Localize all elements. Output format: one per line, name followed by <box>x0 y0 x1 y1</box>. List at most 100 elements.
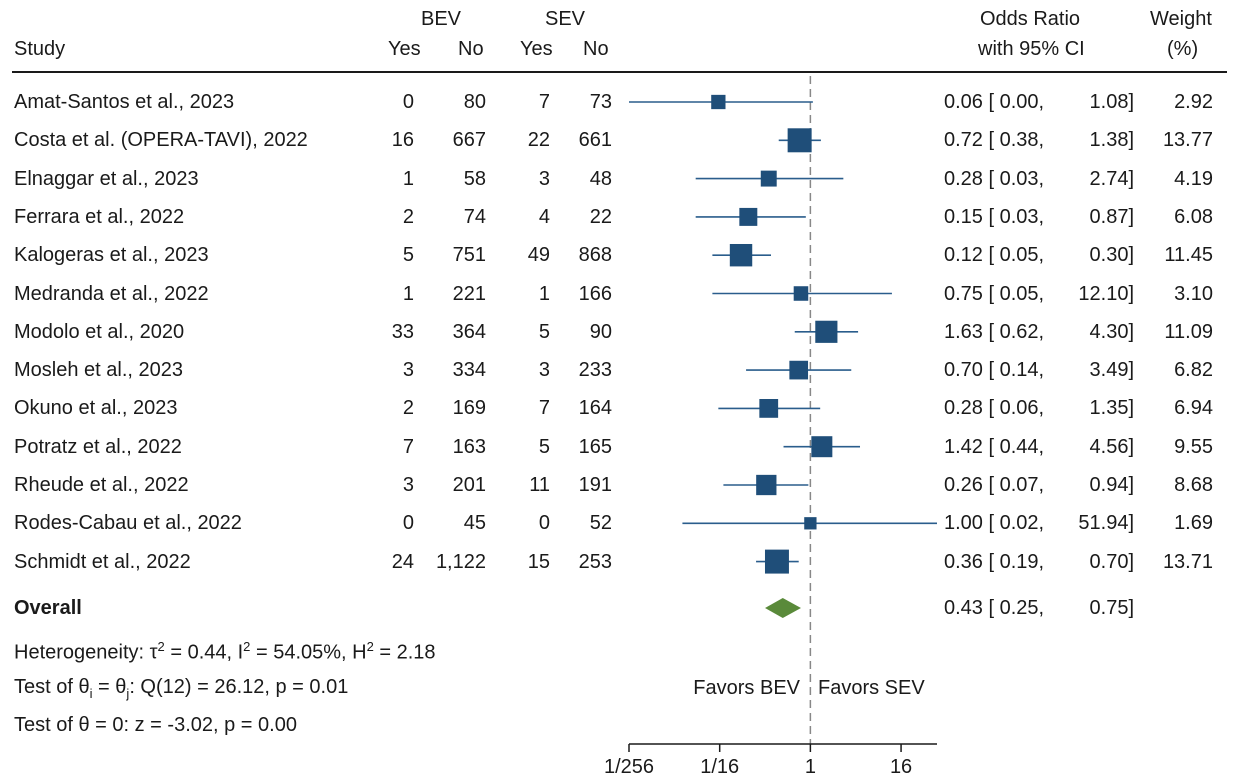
favors-bev-label: Favors BEV <box>693 677 800 699</box>
weight-value: 3.10 <box>1174 283 1213 305</box>
header-bev: BEV <box>421 8 462 30</box>
or-estimate-text: 0.75 [ 0.05, <box>944 283 1045 305</box>
header-sev: SEV <box>545 8 586 30</box>
overall-ci-high: 0.75] <box>1089 597 1134 619</box>
sev-no-count: 191 <box>578 474 612 496</box>
sev-yes-count: 11 <box>529 474 550 496</box>
or-estimate-text: 0.70 [ 0.14, <box>944 359 1045 381</box>
or-estimate-text: 0.06 [ 0.00, <box>944 91 1045 113</box>
study-marker <box>764 549 789 574</box>
study-marker <box>729 243 753 267</box>
or-ci-high-text: 0.87] <box>1089 206 1134 228</box>
study-marker <box>793 286 809 301</box>
x-tick-label: 16 <box>890 756 912 778</box>
study-name: Schmidt et al., 2022 <box>14 551 191 573</box>
bev-yes-count: 16 <box>391 129 414 151</box>
weight-value: 4.19 <box>1174 168 1213 190</box>
bev-no-count: 201 <box>452 474 486 496</box>
or-estimate-text: 1.42 [ 0.44, <box>944 436 1045 458</box>
sev-no-count: 165 <box>578 436 612 458</box>
sev-yes-count: 4 <box>538 206 550 228</box>
study-marker <box>739 207 758 226</box>
x-tick-label: 1/16 <box>700 756 739 778</box>
bev-yes-count: 3 <box>402 474 414 496</box>
bev-yes-count: 2 <box>402 206 414 228</box>
weight-value: 11.45 <box>1164 244 1213 266</box>
study-marker <box>759 399 779 418</box>
or-estimate-text: 0.28 [ 0.03, <box>944 168 1045 190</box>
overall-or-text: 0.43 [ 0.25, <box>944 597 1045 619</box>
bev-no-count: 364 <box>452 321 486 343</box>
study-name: Potratz et al., 2022 <box>14 436 182 458</box>
study-marker <box>789 360 809 380</box>
x-tick-label: 1 <box>805 756 816 778</box>
or-ci-high-text: 1.08] <box>1089 91 1134 113</box>
study-name: Kalogeras et al., 2023 <box>14 244 209 266</box>
or-estimate-text: 0.12 [ 0.05, <box>944 244 1045 266</box>
overall-label: Overall <box>14 597 82 619</box>
study-name: Medranda et al., 2022 <box>14 283 209 305</box>
sev-no-count: 166 <box>578 283 612 305</box>
z-test-text: Test of θ = 0: z = -3.02, p = 0.00 <box>14 714 297 736</box>
weight-value: 13.71 <box>1162 551 1213 573</box>
bev-no-count: 74 <box>463 206 486 228</box>
weight-value: 11.09 <box>1164 321 1213 343</box>
study-marker <box>811 436 833 458</box>
header-weight-line2: (%) <box>1167 38 1199 60</box>
weight-value: 8.68 <box>1174 474 1213 496</box>
sev-no-count: 73 <box>589 91 612 113</box>
study-name: Costa et al. (OPERA-TAVI), 2022 <box>14 129 308 151</box>
sev-no-count: 868 <box>578 244 612 266</box>
sev-yes-count: 15 <box>527 551 550 573</box>
study-name: Rodes-Cabau et al., 2022 <box>14 512 242 534</box>
sev-no-count: 22 <box>589 206 612 228</box>
or-ci-high-text: 0.30] <box>1089 244 1134 266</box>
or-estimate-text: 1.63 [ 0.62, <box>944 321 1045 343</box>
sev-yes-count: 1 <box>538 283 550 305</box>
bev-yes-count: 24 <box>391 551 414 573</box>
header-or-line1: Odds Ratio <box>980 8 1081 30</box>
q-test-text: Test of θi = θj: Q(12) = 26.12, p = 0.01 <box>14 676 349 701</box>
study-marker <box>711 94 726 110</box>
sev-yes-count: 5 <box>538 321 550 343</box>
or-ci-high-text: 0.70] <box>1089 551 1134 573</box>
or-ci-high-text: 0.94] <box>1089 474 1134 496</box>
bev-no-count: 45 <box>463 512 486 534</box>
or-estimate-text: 0.15 [ 0.03, <box>944 206 1045 228</box>
bev-yes-count: 1 <box>402 168 414 190</box>
or-ci-high-text: 1.35] <box>1089 397 1134 419</box>
header-sev-no: No <box>583 38 609 60</box>
sev-no-count: 90 <box>589 321 612 343</box>
or-ci-high-text: 51.94] <box>1078 512 1134 534</box>
bev-yes-count: 7 <box>402 436 414 458</box>
bev-yes-count: 2 <box>402 397 414 419</box>
bev-no-count: 751 <box>452 244 486 266</box>
or-ci-high-text: 4.30] <box>1089 321 1134 343</box>
study-marker <box>787 128 812 153</box>
study-marker <box>804 517 817 530</box>
weight-value: 6.94 <box>1174 397 1213 419</box>
or-estimate-text: 1.00 [ 0.02, <box>944 512 1045 534</box>
sev-no-count: 253 <box>578 551 612 573</box>
header-weight-line1: Weight <box>1150 8 1212 30</box>
sev-yes-count: 7 <box>538 397 550 419</box>
or-ci-high-text: 2.74] <box>1089 168 1134 190</box>
weight-value: 2.92 <box>1174 91 1213 113</box>
sev-yes-count: 7 <box>538 91 550 113</box>
sev-no-count: 233 <box>578 359 612 381</box>
sev-yes-count: 3 <box>538 359 550 381</box>
or-ci-high-text: 12.10] <box>1078 283 1134 305</box>
overall-diamond <box>765 598 801 618</box>
weight-value: 9.55 <box>1174 436 1213 458</box>
bev-yes-count: 5 <box>402 244 414 266</box>
study-name: Amat-Santos et al., 2023 <box>14 91 235 113</box>
or-estimate-text: 0.72 [ 0.38, <box>944 129 1045 151</box>
or-ci-high-text: 4.56] <box>1089 436 1134 458</box>
study-marker <box>760 170 777 187</box>
bev-no-count: 221 <box>452 283 486 305</box>
sev-yes-count: 5 <box>538 436 550 458</box>
header-sev-yes: Yes <box>520 38 553 60</box>
bev-no-count: 667 <box>452 129 486 151</box>
bev-yes-count: 33 <box>391 321 414 343</box>
